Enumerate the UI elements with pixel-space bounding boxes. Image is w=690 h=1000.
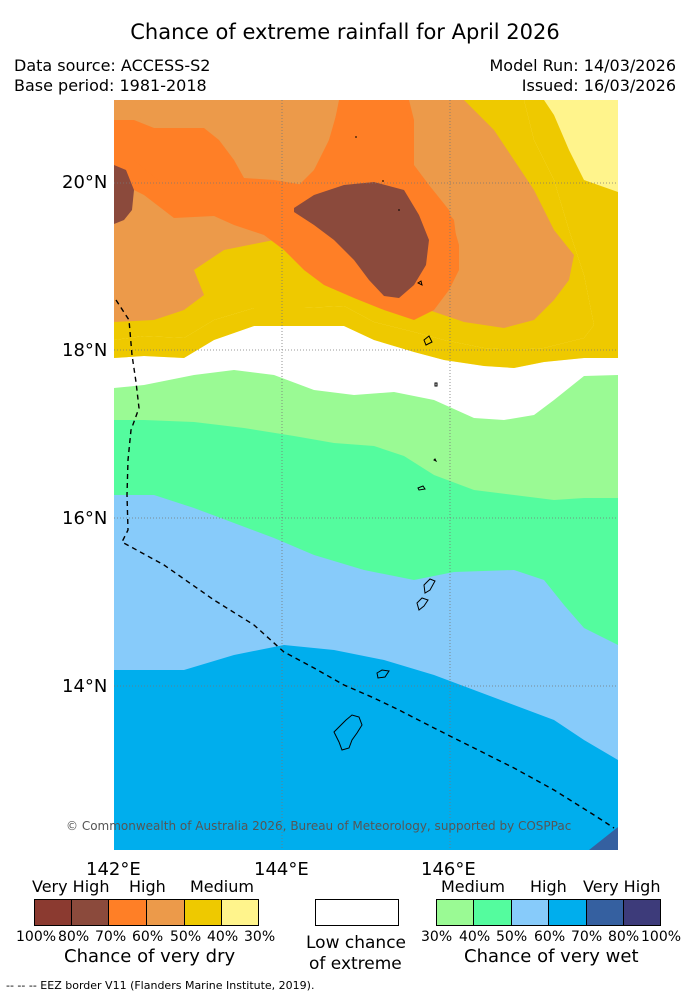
legend-dry-caption: Chance of very dry (64, 946, 236, 967)
islands (333, 136, 438, 751)
legend-dry-swatch-2 (71, 899, 109, 926)
legend-low-swatch (315, 899, 399, 926)
legend-dry-swatch-5 (184, 899, 222, 926)
legend-dry-pct-80: 80% (58, 929, 90, 945)
base-period: Base period: 1981-2018 (14, 76, 207, 95)
legend-wet-pct-80: 80% (608, 929, 640, 945)
island-alamagan (434, 382, 438, 387)
lon-label-144e: 144°E (254, 859, 309, 880)
legend-dry-pct-40: 40% (207, 929, 239, 945)
island-pagan (417, 280, 423, 286)
patch-dry-70-80-west (114, 165, 134, 224)
band-dry-30-40-north (114, 100, 618, 192)
island-guam (333, 714, 363, 751)
lat-label-20n: 20°N (62, 172, 108, 193)
legend-dry-pct-30: 30% (244, 929, 276, 945)
legend-wet-very-high: Very High (583, 877, 661, 896)
map-title: Chance of extreme rainfall for April 202… (130, 20, 560, 44)
legend-wet-pct-60: 60% (534, 929, 566, 945)
island-tinian (416, 597, 429, 611)
lat-label-18n: 18°N (62, 340, 108, 361)
island-anatahan (417, 485, 426, 491)
lat-label-14n: 14°N (62, 676, 108, 697)
legend-wet-swatch-2 (473, 899, 512, 926)
lon-label-146e: 146°E (421, 859, 476, 880)
legend-dry-pct-70: 70% (95, 929, 127, 945)
legend-wet-pct-30: 30% (421, 929, 453, 945)
patch-wet-70-80 (589, 827, 618, 850)
patch-dry-70-80-east (294, 182, 429, 298)
legend-dry-swatch-4 (146, 899, 185, 926)
legend-dry-high: High (129, 877, 166, 896)
legend-wet-pct-100: 100% (641, 929, 682, 945)
lon-label-142e: 142°E (86, 859, 141, 880)
legend-wet-medium: Medium (441, 877, 505, 896)
legend-dry-pct-100: 100% (16, 929, 57, 945)
legend-dry-medium: Medium (190, 877, 254, 896)
eez-border (115, 299, 615, 829)
legend-low-caption-2: of extreme (309, 954, 402, 974)
island-rota (376, 669, 390, 679)
data-source: Data source: ACCESS-S2 (14, 56, 211, 75)
model-run: Model Run: 14/03/2026 (489, 56, 677, 75)
legend-dry-pct-60: 60% (132, 929, 164, 945)
legend-dry-swatch-6 (221, 899, 259, 926)
legend-wet-swatch-1 (436, 899, 474, 926)
legend-wet-high: High (530, 877, 567, 896)
lat-label-16n: 16°N (62, 508, 108, 529)
rainfall-map (114, 100, 618, 850)
legend-wet-swatch-6 (623, 899, 661, 926)
issued-date: Issued: 16/03/2026 (521, 76, 676, 95)
band-dry-40-50 (114, 100, 618, 368)
legend-dry-swatch-3 (108, 899, 147, 926)
legend-wet-caption: Chance of very wet (464, 946, 639, 967)
eez-border-note: -- -- -- EEZ border V11 (Flanders Marine… (6, 979, 315, 992)
island-agrihan (423, 335, 433, 346)
legend-wet-swatch-4 (548, 899, 587, 926)
legend-dry-swatch-1 (34, 899, 72, 926)
legend-wet-pct-40: 40% (459, 929, 491, 945)
legend-wet-swatch-3 (511, 899, 549, 926)
legend-wet-pct-70: 70% (571, 929, 603, 945)
copyright-note: © Commonwealth of Australia 2026, Bureau… (66, 819, 572, 833)
legend-dry-very-high: Very High (32, 877, 110, 896)
legend-dry-pct-50: 50% (170, 929, 202, 945)
legend-low-caption-1: Low chance (306, 933, 406, 953)
island-saipan (423, 578, 436, 594)
gridlines (114, 100, 618, 850)
legend-wet-pct-50: 50% (496, 929, 528, 945)
legend-wet-swatch-5 (586, 899, 624, 926)
island-sarigan (433, 458, 438, 463)
